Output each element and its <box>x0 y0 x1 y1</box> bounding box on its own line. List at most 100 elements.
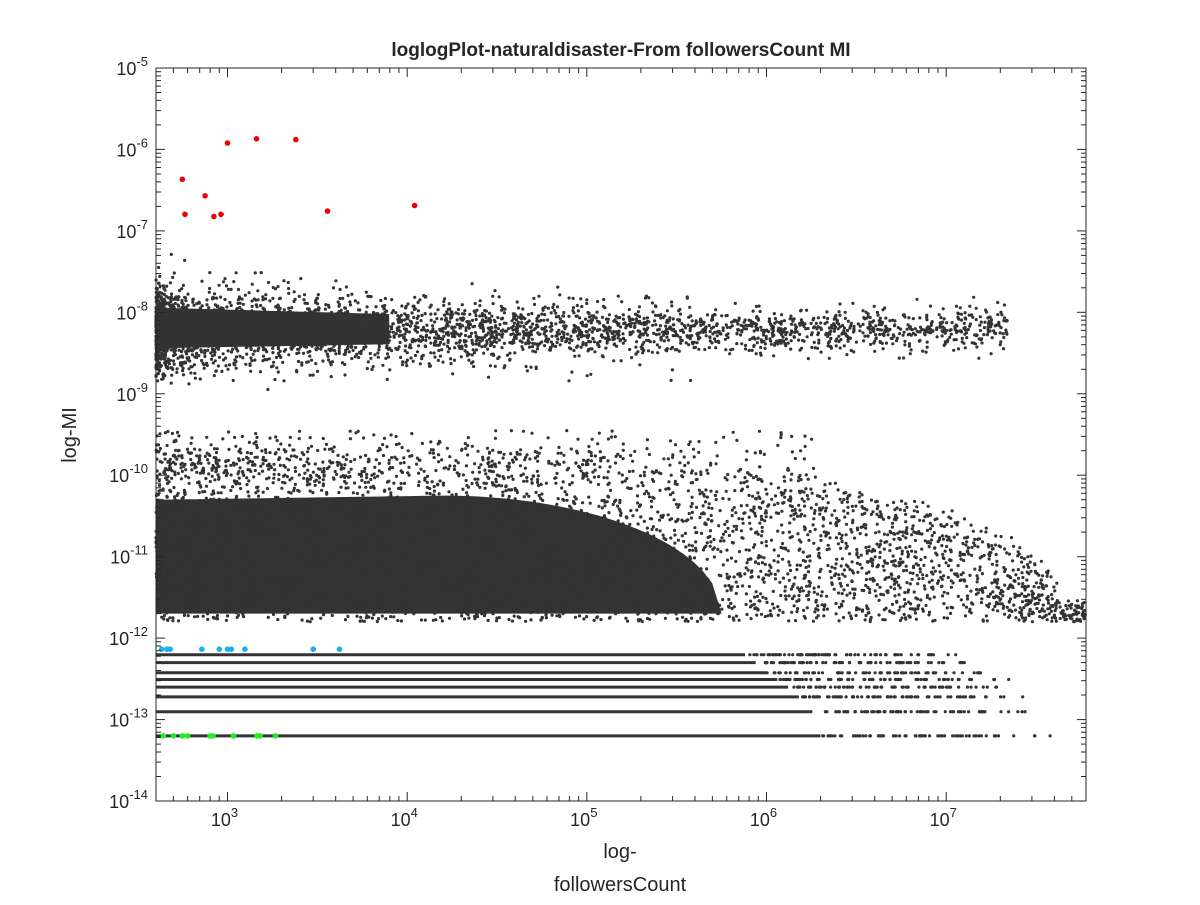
bulk-point <box>442 482 445 485</box>
bulk-point <box>544 604 547 607</box>
bulk-point <box>409 520 412 523</box>
bulk-point <box>855 548 858 551</box>
bulk-point <box>231 485 234 488</box>
bulk-point <box>873 695 876 698</box>
bulk-point <box>171 616 174 619</box>
bulk-point <box>915 678 918 681</box>
bulk-point <box>913 590 916 593</box>
bulk-point <box>928 597 931 600</box>
bulk-point <box>909 571 912 574</box>
bulk-point <box>703 586 706 589</box>
bulk-point <box>619 538 622 541</box>
bulk-point <box>295 537 298 540</box>
bulk-point <box>605 521 608 524</box>
bulk-point <box>887 576 890 579</box>
bulk-point <box>738 550 741 553</box>
bulk-point <box>390 456 393 459</box>
bulk-point <box>661 546 664 549</box>
bulk-point <box>1050 610 1053 613</box>
bulk-point <box>545 589 548 592</box>
bulk-point <box>361 550 364 553</box>
bulk-point <box>213 535 216 538</box>
bulk-point <box>808 584 811 587</box>
bulk-point <box>894 695 897 698</box>
bulk-point <box>960 661 963 664</box>
bulk-point <box>385 557 388 560</box>
bulk-point <box>400 545 403 548</box>
bulk-point <box>268 437 271 440</box>
bulk-point <box>580 509 583 512</box>
bulk-point <box>487 461 490 464</box>
bulk-point <box>981 540 984 543</box>
bulk-point <box>181 586 184 589</box>
bulk-point <box>723 523 726 526</box>
bulk-point <box>343 562 346 565</box>
bulk-point <box>965 540 968 543</box>
bulk-point <box>238 482 241 485</box>
bulk-point <box>769 609 772 612</box>
bulk-point <box>373 546 376 549</box>
bulk-point <box>388 368 391 371</box>
bulk-point <box>997 734 1000 737</box>
bulk-point <box>411 537 414 540</box>
bulk-point <box>248 550 251 553</box>
bulk-point <box>271 569 274 572</box>
bulk-point <box>754 514 757 517</box>
bulk-point <box>784 598 787 601</box>
bulk-point <box>722 539 725 542</box>
bulk-point <box>805 585 808 588</box>
bulk-point <box>940 585 943 588</box>
bulk-point <box>735 439 738 442</box>
bulk-point <box>562 519 565 522</box>
bulk-point <box>789 514 792 517</box>
bulk-point <box>691 564 694 567</box>
bulk-point <box>1011 584 1014 587</box>
bulk-point <box>397 527 400 530</box>
bulk-point <box>502 477 505 480</box>
bulk-point <box>908 616 911 619</box>
bulk-point <box>171 432 174 435</box>
bulk-point <box>388 599 391 602</box>
bulk-point <box>277 478 280 481</box>
bulk-point <box>990 544 993 547</box>
bulk-point <box>1018 611 1021 614</box>
bulk-point <box>319 468 322 471</box>
bulk-point <box>305 460 308 463</box>
bulk-point <box>198 481 201 484</box>
bulk-point <box>509 515 512 518</box>
bulk-point <box>758 465 761 468</box>
bulk-point <box>638 505 641 508</box>
bulk-point <box>589 526 592 529</box>
bulk-point <box>852 509 855 512</box>
bulk-point <box>829 522 832 525</box>
bulk-point <box>258 555 261 558</box>
bulk-point <box>817 547 820 550</box>
bulk-point <box>913 509 916 512</box>
bulk-point <box>433 490 436 493</box>
bulk-point <box>509 509 512 512</box>
bulk-point <box>493 563 496 566</box>
bulk-point <box>601 316 604 319</box>
bulk-point <box>1021 582 1024 585</box>
bulk-point <box>805 473 808 476</box>
bulk-point <box>562 454 565 457</box>
bulk-point <box>608 617 611 620</box>
bulk-point <box>443 574 446 577</box>
bulk-point <box>658 489 661 492</box>
bulk-point <box>946 695 949 698</box>
bulk-point <box>590 454 593 457</box>
bulk-point <box>823 603 826 606</box>
bulk-point <box>573 502 576 505</box>
bulk-point <box>835 558 838 561</box>
bulk-point <box>847 494 850 497</box>
bulk-point <box>360 475 363 478</box>
bulk-point <box>339 609 342 612</box>
bulk-point <box>835 695 838 698</box>
bulk-point <box>617 548 620 551</box>
bulk-point <box>290 555 293 558</box>
bulk-point <box>395 475 398 478</box>
bulk-point <box>519 474 522 477</box>
bulk-point <box>760 480 763 483</box>
bulk-point <box>669 536 672 539</box>
bulk-point <box>202 469 205 472</box>
